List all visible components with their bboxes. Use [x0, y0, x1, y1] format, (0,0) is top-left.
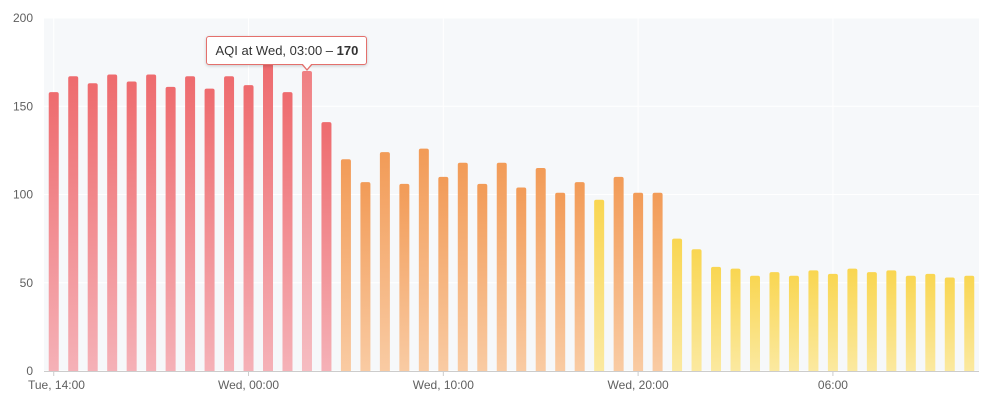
bar[interactable]	[711, 266, 722, 371]
bar[interactable]	[925, 273, 936, 371]
bar[interactable]	[691, 249, 702, 371]
bar[interactable]	[496, 162, 507, 371]
bar[interactable]	[477, 183, 488, 371]
bar[interactable]	[224, 76, 235, 372]
bar[interactable]	[48, 92, 59, 371]
bar[interactable]	[847, 268, 858, 371]
bar[interactable]	[516, 187, 527, 371]
x-axis-labels: Tue, 14:00 Wed, 00:00 Wed, 10:00 Wed, 20:00…	[28, 371, 848, 392]
tooltip-value: 170	[336, 42, 359, 58]
bar[interactable]	[418, 148, 429, 371]
bar[interactable]	[438, 176, 449, 371]
y-tick-label: 200	[13, 11, 33, 25]
bar[interactable]	[282, 92, 293, 371]
bar[interactable]	[107, 74, 118, 371]
bar[interactable]	[535, 168, 546, 371]
x-tick-label: Tue, 14:00	[28, 378, 85, 392]
bar[interactable]	[399, 183, 410, 371]
bar[interactable]	[457, 162, 468, 371]
x-tick-label: Wed, 00:00	[218, 378, 279, 392]
bar[interactable]	[165, 86, 176, 372]
bar[interactable]	[340, 159, 351, 371]
bar[interactable]	[68, 76, 79, 372]
bar[interactable]	[126, 81, 137, 371]
bar[interactable]	[827, 273, 838, 371]
bar[interactable]	[749, 275, 760, 371]
bar[interactable]	[633, 192, 644, 371]
x-tick-label: 06:00	[818, 378, 848, 392]
bar[interactable]	[672, 238, 683, 371]
bar[interactable]	[263, 63, 274, 371]
bar[interactable]	[652, 192, 663, 371]
bar[interactable]	[613, 176, 624, 371]
bar[interactable]	[301, 70, 312, 371]
bar[interactable]	[87, 83, 98, 372]
y-tick-label: 0	[26, 364, 33, 378]
bar[interactable]	[964, 275, 975, 371]
bar[interactable]	[594, 199, 605, 371]
bar[interactable]	[808, 270, 819, 371]
bar[interactable]	[204, 88, 215, 371]
bar[interactable]	[944, 277, 955, 371]
bar[interactable]	[360, 182, 371, 371]
y-tick-label: 100	[13, 188, 33, 202]
bar[interactable]	[321, 122, 332, 371]
bars	[48, 63, 975, 372]
bar[interactable]	[788, 275, 799, 371]
bar[interactable]	[905, 275, 916, 371]
bar[interactable]	[379, 152, 390, 371]
x-tick-label: Wed, 20:00	[608, 378, 669, 392]
bar[interactable]	[866, 272, 877, 371]
y-axis-labels: 0 50 100 150 200	[13, 11, 33, 378]
bar[interactable]	[886, 270, 897, 371]
bar[interactable]	[730, 268, 741, 371]
bar[interactable]	[146, 74, 157, 371]
bar[interactable]	[243, 85, 254, 371]
bar[interactable]	[185, 76, 196, 372]
tooltip-arrow-inner	[301, 62, 312, 69]
tooltip: AQI at Wed, 03:00 – 170	[206, 35, 368, 65]
bar[interactable]	[574, 182, 585, 371]
y-tick-label: 150	[13, 99, 33, 113]
bar[interactable]	[555, 192, 566, 371]
bar[interactable]	[769, 272, 780, 371]
y-tick-label: 50	[20, 276, 34, 290]
tooltip-prefix: AQI at Wed, 03:00 –	[215, 42, 337, 58]
x-tick-label: Wed, 10:00	[413, 378, 474, 392]
